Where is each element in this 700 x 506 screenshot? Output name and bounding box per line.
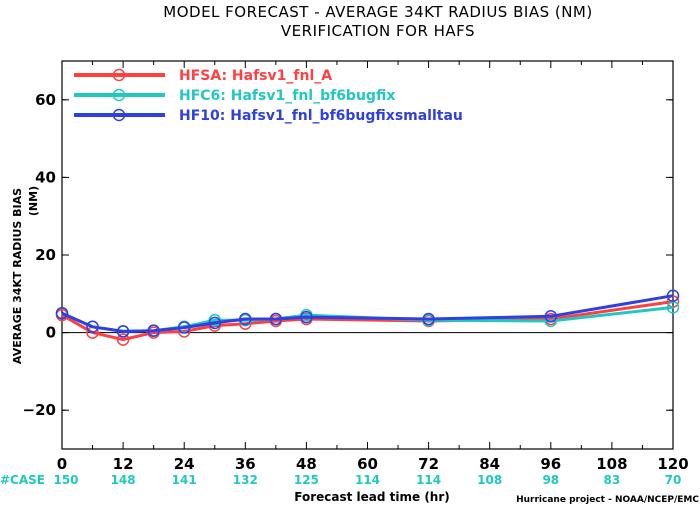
- series-3-point: [300, 310, 313, 324]
- legend-marker-2: [112, 88, 126, 102]
- x-tick-label: 12: [113, 455, 134, 473]
- legend-marker-3: [112, 108, 126, 122]
- series-line-1: [61, 300, 674, 342]
- case-count: 108: [477, 473, 502, 487]
- case-count: 132: [233, 473, 258, 487]
- legend-label-3: HF10: Hafsv1_fnl_bf6bugfixsmalltau: [179, 108, 463, 124]
- series-3-point: [55, 306, 69, 320]
- y-axis-unit: (NM): [27, 186, 40, 216]
- x-tick-label: 72: [418, 455, 439, 473]
- case-count: 83: [604, 473, 621, 487]
- x-tick-label: 48: [296, 455, 317, 473]
- case-count: 125: [294, 473, 319, 487]
- y-tick-label: 0: [46, 324, 56, 342]
- x-tick-label: 120: [657, 455, 688, 473]
- y-tick-label: −20: [23, 401, 56, 419]
- x-axis-label: Forecast lead time (hr): [294, 490, 450, 504]
- series-3-point: [269, 312, 283, 326]
- series-3-point: [239, 312, 252, 326]
- case-count: 114: [416, 473, 441, 487]
- series-3-point: [177, 321, 191, 334]
- legend-label-2: HFC6: Hafsv1_fnl_bf6bugfix: [179, 88, 395, 104]
- case-count: 70: [665, 473, 682, 487]
- series-3-point: [666, 289, 680, 302]
- series-3-point: [208, 316, 221, 330]
- series-3-point: [422, 312, 435, 326]
- case-count: 141: [172, 473, 197, 487]
- y-axis-label: AVERAGE 34KT RADIUS BIAS: [11, 188, 24, 364]
- y-tick-label: 60: [35, 91, 56, 109]
- x-tick-label: 36: [235, 455, 256, 473]
- x-tick-label: 84: [479, 455, 500, 473]
- x-tick-label: 0: [57, 455, 67, 473]
- legend-label-1: HFSA: Hafsv1_fnl_A: [179, 68, 332, 84]
- chart-subtitle: VERIFICATION FOR HAFS: [281, 22, 475, 40]
- series-3-point: [86, 320, 99, 334]
- series-3-point: [147, 324, 160, 337]
- x-tick-label: 96: [540, 455, 561, 473]
- case-count: 148: [111, 473, 136, 487]
- chart-title: MODEL FORECAST - AVERAGE 34KT RADIUS BIA…: [163, 3, 592, 21]
- case-count: 114: [355, 473, 380, 487]
- credit-text: Hurricane project - NOAA/NCEP/EMC: [516, 495, 699, 505]
- x-tick-label: 24: [174, 455, 195, 473]
- case-label: #CASE: [0, 473, 45, 487]
- y-tick-label: 40: [35, 168, 56, 186]
- y-tick-label: 20: [35, 246, 56, 264]
- case-count: 98: [542, 473, 559, 487]
- legend-marker-1: [112, 68, 126, 82]
- case-count: 150: [53, 473, 78, 487]
- series-1-point: [116, 333, 130, 346]
- series-3-point: [116, 325, 130, 338]
- series-3-point: [544, 310, 558, 323]
- x-tick-label: 60: [357, 455, 378, 473]
- x-tick-label: 108: [596, 455, 627, 473]
